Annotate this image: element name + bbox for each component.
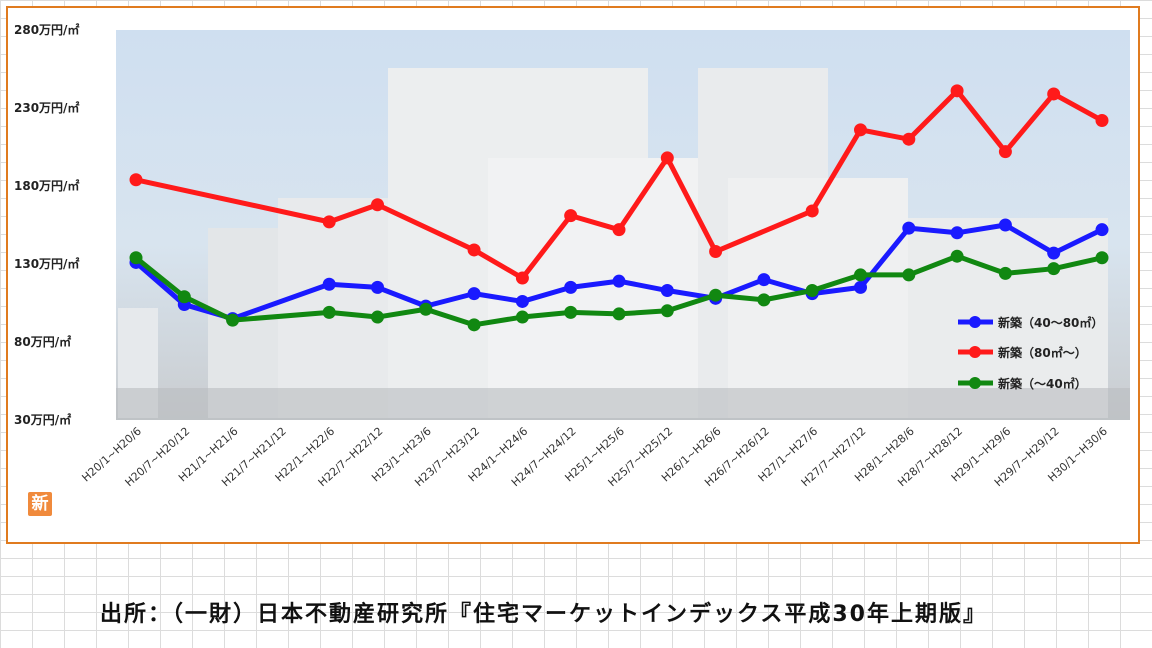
data-point — [371, 280, 384, 294]
data-point — [1095, 113, 1109, 127]
data-point — [1047, 262, 1061, 276]
y-axis: 30万円/㎡ 80万円/㎡ 130万円/㎡ 180万円/㎡ 230万円/㎡ 280万円/㎡ — [14, 22, 79, 427]
data-point — [757, 273, 771, 287]
data-point — [998, 145, 1012, 159]
chart-frame: 30万円/㎡ 80万円/㎡ 130万円/㎡ 180万円/㎡ 230万円/㎡ 280万円/㎡… — [6, 6, 1140, 544]
x-axis: H20/1~H20/6H20/7~H20/12H21/1~H21/6H21/7~… — [79, 425, 1110, 490]
data-point — [564, 280, 578, 294]
y-tick-label: 130万円/㎡ — [14, 256, 79, 271]
data-point — [709, 288, 723, 302]
data-point — [226, 313, 240, 327]
data-point — [515, 271, 529, 285]
data-point — [757, 293, 771, 307]
y-tick-label: 230万円/㎡ — [14, 100, 79, 115]
data-point — [322, 215, 336, 229]
data-point — [805, 204, 819, 218]
data-point — [854, 268, 867, 282]
legend-label: 新築（～40㎡） — [998, 376, 1087, 391]
data-point — [902, 132, 916, 146]
data-point — [612, 307, 626, 321]
line-chart: 30万円/㎡ 80万円/㎡ 130万円/㎡ 180万円/㎡ 230万円/㎡ 280万円/㎡… — [14, 22, 1130, 490]
data-point — [467, 287, 481, 301]
data-point — [660, 284, 674, 298]
series-line — [133, 253, 1105, 328]
data-point — [564, 305, 578, 319]
data-point — [467, 318, 481, 332]
data-point — [129, 251, 143, 265]
data-point — [371, 198, 384, 212]
y-tick-label: 80万円/㎡ — [14, 334, 71, 349]
data-point — [902, 221, 916, 235]
logo-badge: 新 — [28, 492, 52, 516]
data-point — [419, 302, 433, 316]
data-point — [515, 294, 529, 308]
legend-label: 新築（80㎡～） — [998, 345, 1087, 360]
data-point — [854, 123, 867, 137]
data-point — [1047, 87, 1061, 101]
legend-marker — [969, 316, 981, 328]
data-point — [709, 245, 723, 259]
data-point — [1047, 246, 1061, 260]
data-point — [998, 218, 1012, 232]
data-point — [950, 84, 964, 98]
data-point — [515, 310, 529, 324]
data-point — [322, 277, 336, 291]
data-point — [129, 173, 143, 187]
data-point — [612, 223, 626, 237]
data-point — [322, 305, 336, 319]
data-point — [902, 268, 916, 282]
data-point — [950, 226, 964, 240]
data-point — [854, 280, 867, 294]
data-point — [805, 284, 819, 298]
data-point — [177, 290, 191, 304]
series-1 — [129, 84, 1109, 285]
data-point — [1095, 223, 1109, 237]
data-point — [467, 243, 481, 257]
y-tick-label: 280万円/㎡ — [14, 22, 79, 37]
y-tick-label: 30万円/㎡ — [14, 412, 71, 427]
series-layer — [129, 84, 1109, 332]
data-point — [950, 249, 964, 263]
legend-marker — [969, 346, 981, 358]
data-point — [612, 274, 626, 288]
y-tick-label: 180万円/㎡ — [14, 178, 79, 193]
legend-marker — [969, 377, 981, 389]
source-note: 出所：（一財）日本不動産研究所『住宅マーケットインデックス平成30年上期版』 — [100, 602, 987, 627]
data-point — [564, 209, 578, 223]
legend-label: 新築（40～80㎡） — [998, 315, 1103, 330]
data-point — [998, 266, 1012, 280]
series-2 — [129, 249, 1109, 332]
data-point — [371, 310, 384, 324]
series-line — [133, 222, 1105, 322]
legend: 新築（40～80㎡） 新築（80㎡～） 新築（～40㎡） — [958, 315, 1103, 391]
data-point — [660, 151, 674, 165]
data-point — [1095, 251, 1109, 265]
data-point — [660, 304, 674, 318]
series-line — [133, 88, 1105, 281]
